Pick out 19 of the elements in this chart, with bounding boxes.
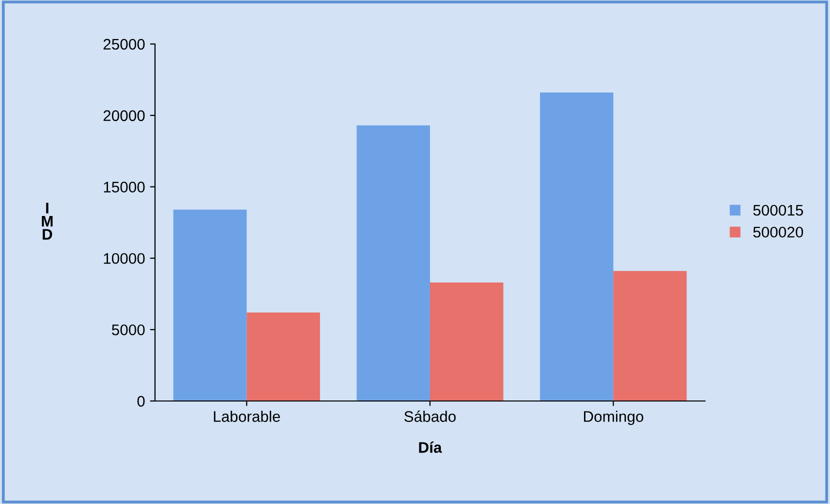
bar — [613, 271, 687, 401]
y-tick-label: 20000 — [104, 110, 145, 122]
bar — [430, 282, 504, 401]
x-tick-label: Domingo — [584, 410, 644, 425]
bar — [356, 125, 430, 401]
bar — [540, 92, 614, 401]
legend-label: 500015 — [753, 204, 804, 216]
y-tick-label: 15000 — [104, 182, 145, 192]
bar — [246, 312, 320, 401]
y-tick-label: 5000 — [112, 324, 145, 336]
y-tick-label: 10000 — [104, 253, 145, 264]
y-axis-title: I M D — [42, 202, 53, 240]
bar — [173, 210, 247, 401]
x-axis-title: Día — [419, 441, 442, 453]
y-tick-label: 25000 — [104, 38, 145, 50]
x-tick-label: Sábado — [404, 410, 456, 422]
legend-label: 500020 — [753, 226, 804, 238]
y-tick-label: 0 — [137, 396, 145, 407]
x-tick-label: Laborable — [214, 410, 280, 422]
